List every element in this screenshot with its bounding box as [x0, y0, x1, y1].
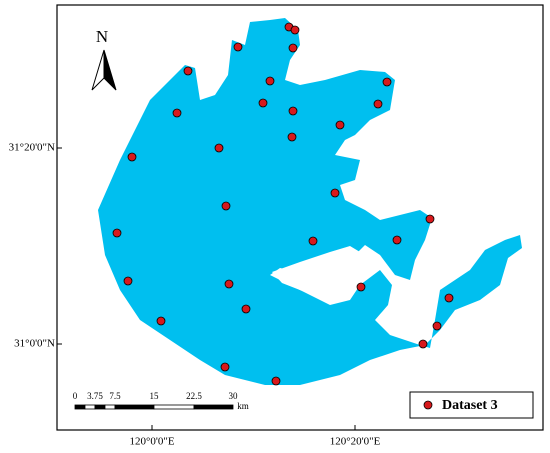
point — [373, 99, 383, 109]
lon-label: 120°0'0"E — [129, 436, 174, 448]
point — [290, 25, 300, 35]
point — [172, 108, 182, 118]
scale-segment — [74, 404, 86, 410]
scale-label: 22.5 — [186, 391, 202, 401]
point — [220, 362, 230, 372]
point — [288, 43, 298, 53]
point — [221, 201, 231, 211]
point — [214, 143, 224, 153]
point — [392, 235, 402, 245]
point — [356, 282, 366, 292]
point — [330, 188, 340, 198]
sample-points — [112, 22, 454, 386]
lat-label: 31°20'0"N — [9, 142, 55, 154]
point — [156, 316, 166, 326]
scale-segment — [114, 404, 155, 410]
point — [271, 376, 281, 386]
scale-segment — [193, 404, 234, 410]
legend-marker — [423, 400, 433, 410]
point — [265, 76, 275, 86]
point — [432, 321, 442, 331]
scale-label: 15 — [150, 391, 160, 401]
point — [287, 132, 297, 142]
island — [272, 246, 360, 302]
scale-segment — [84, 404, 96, 410]
point — [425, 214, 435, 224]
point — [241, 304, 251, 314]
point — [288, 106, 298, 116]
point — [127, 152, 137, 162]
point — [183, 66, 193, 76]
point — [123, 276, 133, 286]
point — [418, 339, 428, 349]
point — [382, 77, 392, 87]
lake — [98, 18, 522, 385]
point — [224, 279, 234, 289]
scale-label: 0 — [73, 391, 78, 401]
scale-label: 30 — [229, 391, 239, 401]
point — [335, 120, 345, 130]
legend-label: Dataset 3 — [442, 398, 498, 413]
scale-label: 3.75 — [87, 391, 103, 401]
scale-unit: km — [237, 401, 249, 411]
scale-segment — [104, 404, 116, 410]
scale-bar — [74, 404, 234, 410]
point — [112, 228, 122, 238]
scale-segment — [94, 404, 106, 410]
point — [258, 98, 268, 108]
point — [308, 236, 318, 246]
north-label: N — [96, 27, 108, 46]
lat-label: 31°0'0"N — [14, 338, 55, 350]
point — [444, 293, 454, 303]
scale-label: 7.5 — [109, 391, 121, 401]
point — [233, 42, 243, 52]
scale-segment — [153, 404, 195, 410]
north-arrow-right — [103, 49, 117, 91]
lon-label: 120°20'0"E — [330, 436, 381, 448]
